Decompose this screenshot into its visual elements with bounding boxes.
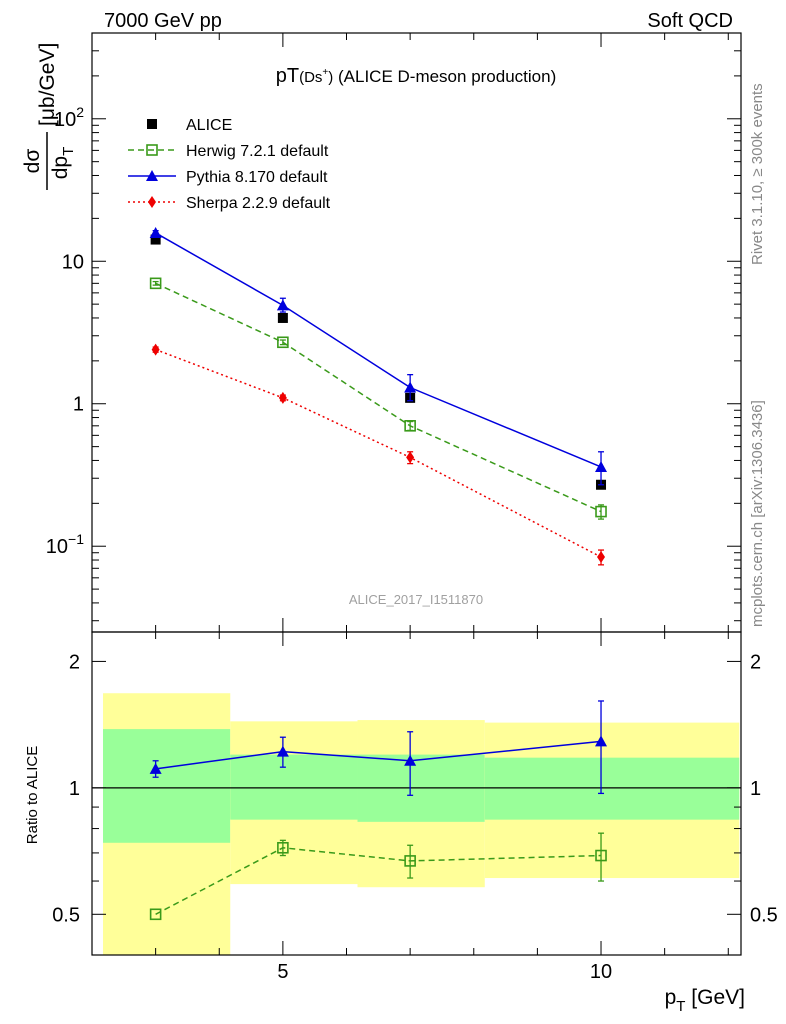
main-point-herwig [404, 420, 416, 432]
ratio-point-herwig [277, 841, 289, 854]
ratio-point-pythia [276, 745, 289, 757]
main-point-sherpa [151, 343, 160, 356]
legend-item-alice: ALICE [147, 117, 232, 134]
main-series-herwig [149, 277, 607, 520]
main-line-herwig [155, 282, 602, 513]
legend-item-sherpa: Sherpa 2.2.9 default [128, 195, 331, 212]
ratio-y-tick-label: 1 [69, 778, 80, 800]
ratio-line-herwig [155, 847, 602, 915]
ratio-point-herwig [149, 908, 162, 921]
legend: ALICE Herwig 7.2.1 default Pythia 8.170 de… [128, 117, 331, 212]
stat-uncertainty-band [103, 729, 231, 843]
stat-uncertainty-band [230, 754, 358, 820]
main-plot-panel: 10−1 1 10 102 pT(Ds+) (ALICE D-meson produc… [46, 32, 742, 633]
ratio-plot-frame [91, 631, 742, 956]
ratio-series-herwig [149, 832, 607, 921]
x-tick-label: 10 [590, 961, 612, 983]
chart-title: pT(Ds+) (ALICE D-meson production) [276, 65, 557, 87]
main-line-sherpa [155, 348, 602, 558]
header-right: Soft QCD [647, 10, 733, 32]
main-series-pythia [149, 226, 608, 486]
header-left: 7000 GeV pp [104, 10, 222, 32]
ratio-y-tick-label-right: 2 [750, 651, 761, 673]
ratio-y-tick-label: 0.5 [52, 904, 80, 926]
svg-text:dpT: dpT [49, 147, 77, 180]
legend-marker [146, 144, 158, 156]
main-point-pythia [595, 460, 608, 472]
svg-text:dσ: dσ [21, 149, 44, 174]
main-y-tick-label: 102 [54, 104, 84, 131]
data-uncertainty-bands [92, 693, 741, 955]
ratio-point-herwig [404, 855, 416, 867]
analysis-watermark: ALICE_2017_I1511870 [349, 592, 483, 607]
ratio-point-pythia [595, 735, 608, 747]
ratio-point-pythia [149, 762, 162, 774]
main-point-herwig [277, 336, 289, 349]
legend-marker [148, 196, 156, 208]
ratio-point-herwig [595, 849, 607, 862]
legend-item-pythia: Pythia 8.170 default [128, 169, 328, 186]
ratio-y-tick-label-right: 0.5 [750, 904, 778, 926]
ratio-y-axis-label: Ratio to ALICE [24, 746, 41, 844]
ratio-series-pythia [149, 700, 608, 796]
main-point-sherpa [597, 551, 606, 564]
main-point-pythia [404, 381, 417, 393]
legend-label: Sherpa 2.2.9 default [186, 195, 331, 212]
main-series-sherpa [151, 343, 606, 566]
rivet-version-label: Rivet 3.1.10, ≥ 300k events [749, 83, 766, 265]
main-point-sherpa [278, 391, 287, 404]
legend-label: Pythia 8.170 default [186, 169, 328, 186]
main-y-tick-label: 10−1 [46, 531, 84, 558]
main-point-herwig [595, 505, 607, 518]
main-point-sherpa [406, 451, 415, 464]
main-point-pythia [276, 299, 289, 311]
main-point-pythia [149, 226, 162, 238]
legend-label: ALICE [186, 117, 232, 134]
ratio-line-pythia [155, 740, 602, 770]
main-y-tick-label: 1 [73, 394, 84, 416]
main-y-tick-label: 10 [62, 251, 84, 273]
legend-marker [147, 119, 157, 129]
main-point-alice [277, 312, 288, 323]
x-axis-label: pT [GeV] [665, 986, 745, 1015]
ratio-y-tick-label-right: 1 [750, 778, 761, 800]
x-tick-label: 5 [277, 961, 288, 983]
stat-uncertainty-band [484, 757, 740, 820]
mcplots-label: mcplots.cern.ch [arXiv:1306.3436] [749, 400, 766, 627]
main-point-alice [150, 234, 161, 245]
main-line-pythia [155, 232, 602, 468]
legend-item-herwig: Herwig 7.2.1 default [128, 143, 329, 160]
ratio-point-pythia [404, 754, 417, 766]
ratio-y-tick-label: 2 [69, 651, 80, 673]
legend-marker [146, 170, 158, 181]
legend-label: Herwig 7.2.1 default [186, 143, 329, 160]
svg-text:[μb/GeV]: [μb/GeV] [36, 43, 59, 126]
main-point-herwig [149, 277, 162, 290]
main-y-axis-label: dσ dpT [μb/GeV] [21, 43, 77, 190]
ratio-plot-panel: 0.5 0.5 1 1 2 2 5 10 [52, 631, 778, 983]
